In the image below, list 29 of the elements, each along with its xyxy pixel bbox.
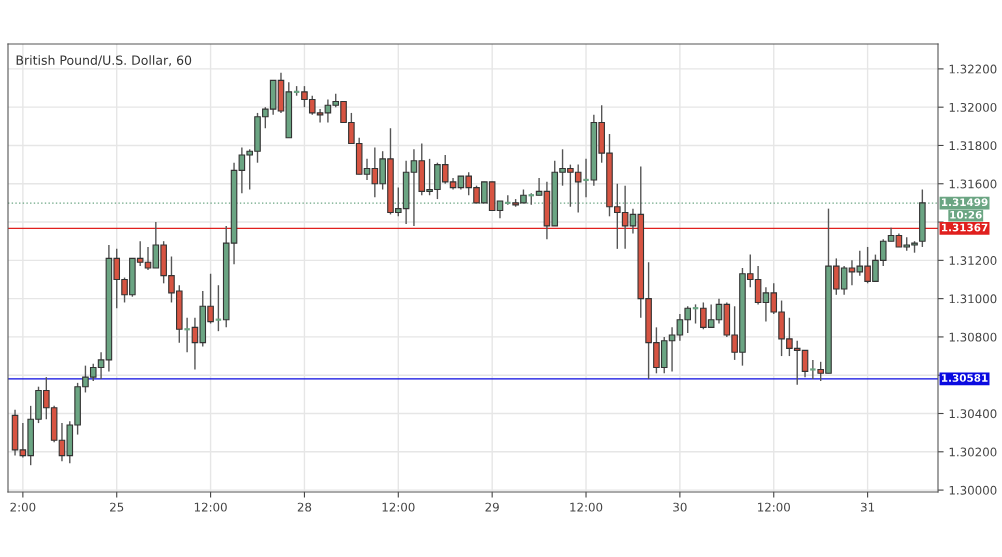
x-tick-label: 2:00 — [10, 502, 36, 512]
candlestick — [503, 194, 512, 206]
x-tick-label: 30 — [673, 502, 687, 512]
y-tick-label: 1.30800 — [949, 332, 997, 342]
x-tick-label: 12:00 — [382, 502, 415, 512]
x-tick-label: 29 — [485, 502, 499, 512]
candlestick — [183, 317, 191, 353]
candlestick — [809, 359, 817, 380]
ref-line-label: 1.31499 — [941, 198, 988, 207]
text: British Pound/U.S. Dollar, 60 — [16, 55, 192, 67]
x-tick-label: 31 — [860, 502, 875, 512]
y-tick-label: 1.32200 — [949, 64, 997, 74]
y-tick-label: 1.31000 — [949, 294, 997, 304]
y-tick-label: 1.32000 — [949, 102, 997, 112]
x-tick-label: 12:00 — [194, 502, 227, 512]
y-tick-label: 1.30000 — [949, 485, 997, 495]
y-tick-label: 1.31800 — [949, 141, 997, 151]
x-tick-label: 12:00 — [758, 502, 790, 512]
x-tick-label: 25 — [110, 502, 124, 512]
x-tick-label: 12:00 — [570, 502, 603, 512]
ref-line-label: 1.30581 — [941, 373, 988, 382]
y-tick-label: 1.30400 — [949, 409, 997, 419]
y-tick-label: 1.30200 — [949, 447, 997, 457]
text: 10:26 — [950, 210, 982, 219]
y-tick-label: 1.31200 — [949, 256, 997, 265]
x-tick-label: 28 — [297, 502, 312, 512]
candlestick — [535, 177, 543, 196]
ref-line-label: 1.31367 — [941, 223, 988, 232]
y-tick-label: 1.31600 — [949, 179, 997, 189]
